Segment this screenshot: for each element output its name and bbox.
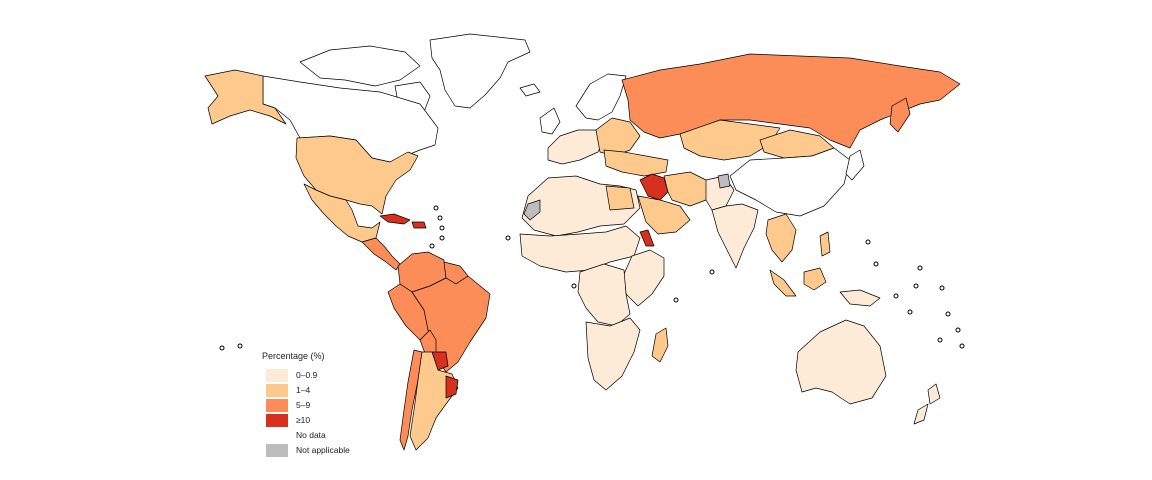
map-legend: Percentage (%) 0–0.9 1–4 5–9 ≥10 No data… bbox=[262, 350, 382, 458]
caribbean-island bbox=[437, 215, 443, 221]
legend-swatch bbox=[266, 384, 288, 397]
legend-item: 5–9 bbox=[262, 398, 382, 413]
pacific-island bbox=[937, 337, 943, 343]
pacific-island bbox=[873, 261, 879, 267]
mainland-southeast-asia bbox=[765, 213, 797, 263]
uruguay bbox=[445, 375, 459, 399]
legend-label: 5–9 bbox=[296, 400, 311, 410]
legend-swatch bbox=[266, 399, 288, 412]
iceland bbox=[519, 83, 541, 97]
iran bbox=[663, 171, 711, 207]
atlantic-island bbox=[571, 283, 577, 289]
japan bbox=[845, 149, 865, 181]
cuba bbox=[379, 213, 411, 225]
caribbean-island bbox=[429, 243, 435, 249]
india bbox=[711, 203, 759, 269]
philippines bbox=[819, 231, 831, 257]
legend-swatch bbox=[266, 429, 288, 442]
saudi-arabia bbox=[637, 195, 691, 235]
canadian-arctic-islands bbox=[299, 45, 421, 87]
pacific-island bbox=[237, 343, 243, 349]
legend-title: Percentage (%) bbox=[262, 351, 325, 361]
alaska bbox=[204, 69, 287, 125]
legend-label: 0–0.9 bbox=[296, 370, 318, 380]
new-guinea bbox=[839, 289, 881, 307]
pacific-island bbox=[893, 293, 899, 299]
pacific-island bbox=[219, 345, 225, 351]
pacific-island bbox=[955, 327, 961, 333]
eastern-europe bbox=[595, 117, 641, 157]
china bbox=[729, 147, 851, 217]
scandinavia bbox=[575, 73, 627, 121]
caribbean-island bbox=[439, 235, 445, 241]
caribbean-island bbox=[433, 205, 439, 211]
legend-swatch bbox=[266, 369, 288, 382]
kashmir bbox=[717, 173, 731, 189]
southern-africa bbox=[585, 317, 641, 391]
sakhalin-kamchatka bbox=[889, 97, 911, 133]
greenland bbox=[429, 33, 531, 109]
legend-label: 1–4 bbox=[296, 385, 311, 395]
eritrea bbox=[639, 229, 655, 247]
sahel-west-africa bbox=[519, 225, 641, 273]
pacific-island bbox=[917, 265, 923, 271]
pacific-island bbox=[865, 239, 871, 245]
pacific-island bbox=[959, 343, 965, 349]
kazakhstan bbox=[679, 119, 781, 161]
madagascar bbox=[651, 327, 669, 363]
central-africa bbox=[577, 263, 631, 327]
new-zealand bbox=[913, 383, 941, 425]
indian-ocean-island bbox=[709, 269, 715, 275]
australia bbox=[795, 319, 887, 405]
legend-label: Not applicable bbox=[296, 445, 350, 455]
pacific-island bbox=[939, 285, 945, 291]
legend-item: No data bbox=[262, 428, 382, 443]
legend-item: Not applicable bbox=[262, 443, 382, 458]
indonesia-sumatra bbox=[769, 269, 797, 297]
western-europe bbox=[547, 129, 605, 165]
caribbean-island bbox=[439, 225, 445, 231]
legend-swatch bbox=[266, 414, 288, 427]
mexico bbox=[303, 183, 381, 243]
pacific-island bbox=[913, 283, 919, 289]
legend-item: ≥10 bbox=[262, 413, 382, 428]
legend-swatch bbox=[266, 444, 288, 457]
legend-item: 1–4 bbox=[262, 383, 382, 398]
atlantic-island bbox=[505, 235, 511, 241]
legend-item: 0–0.9 bbox=[262, 368, 382, 383]
indonesia-borneo bbox=[803, 267, 827, 291]
legend-label: No data bbox=[296, 430, 326, 440]
balkans-turkey bbox=[603, 149, 669, 177]
legend-label: ≥10 bbox=[296, 415, 311, 425]
iraq-syria bbox=[639, 173, 669, 201]
egypt bbox=[605, 185, 635, 211]
uk-ireland bbox=[539, 107, 561, 135]
pacific-island bbox=[907, 309, 913, 315]
indian-ocean-island bbox=[673, 297, 679, 303]
western-sahara bbox=[523, 199, 541, 221]
pacific-island bbox=[945, 311, 951, 317]
hispaniola bbox=[411, 221, 427, 229]
east-africa bbox=[623, 249, 665, 307]
central-america bbox=[361, 237, 401, 271]
